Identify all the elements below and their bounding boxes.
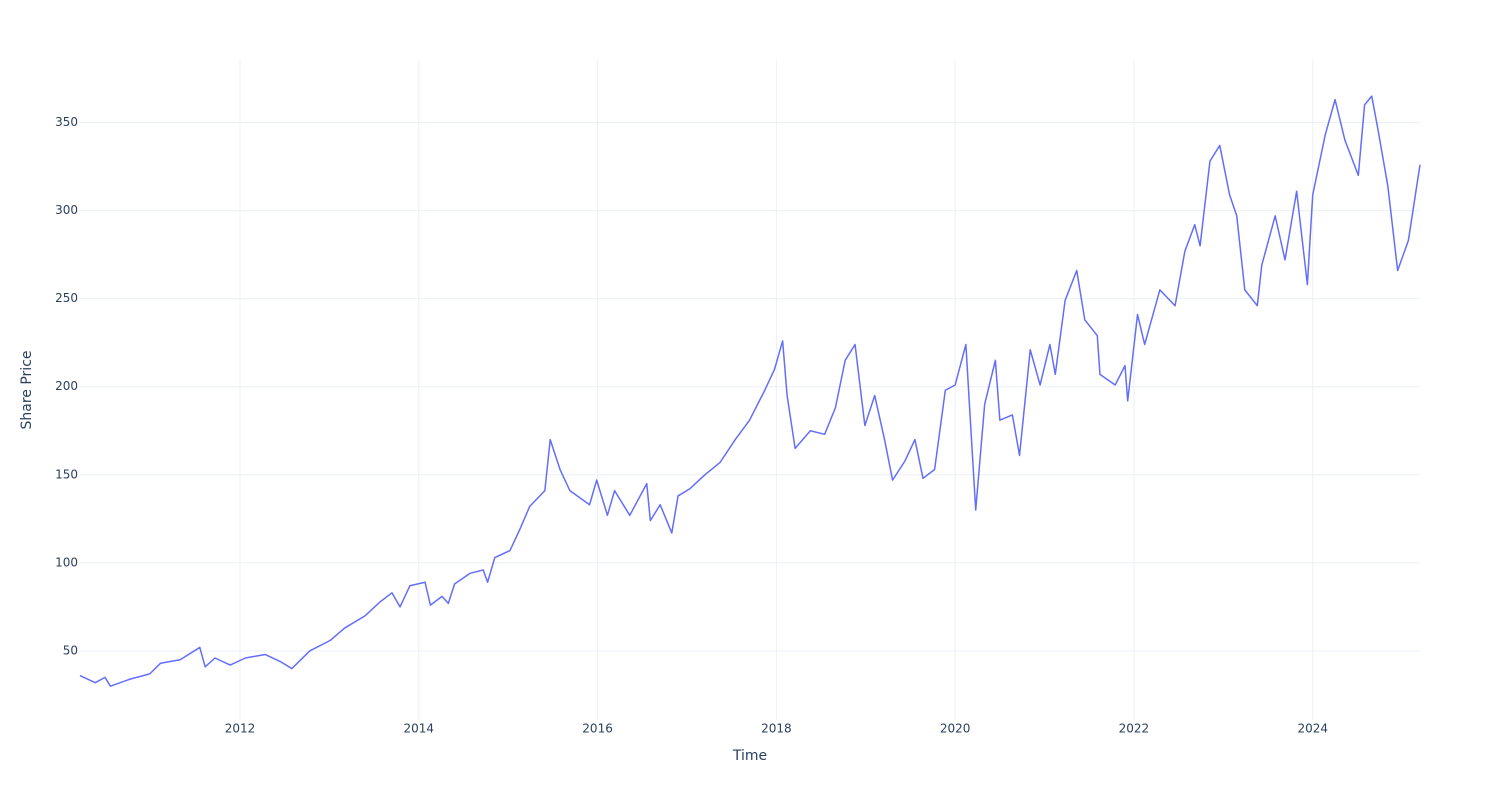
x-tick-label: 2016 [582,722,613,736]
y-tick-label: 50 [63,643,78,657]
y-tick-label: 100 [55,555,78,569]
x-tick-label: 2014 [404,722,435,736]
x-axis-title: Time [732,748,767,764]
y-axis-title: Share Price [19,350,35,429]
x-tick-label: 2024 [1297,722,1328,736]
x-tick-label: 2022 [1119,722,1150,736]
price-line [79,95,1421,687]
x-tick-label: 2018 [761,722,792,736]
x-tick-label: 2012 [225,722,256,736]
x-tick-label: 2020 [940,722,971,736]
y-tick-label: 250 [55,291,78,305]
y-tick-label: 150 [55,467,78,481]
y-tick-label: 300 [55,203,78,217]
y-tick-label: 350 [55,115,78,129]
y-tick-label: 200 [55,379,78,393]
